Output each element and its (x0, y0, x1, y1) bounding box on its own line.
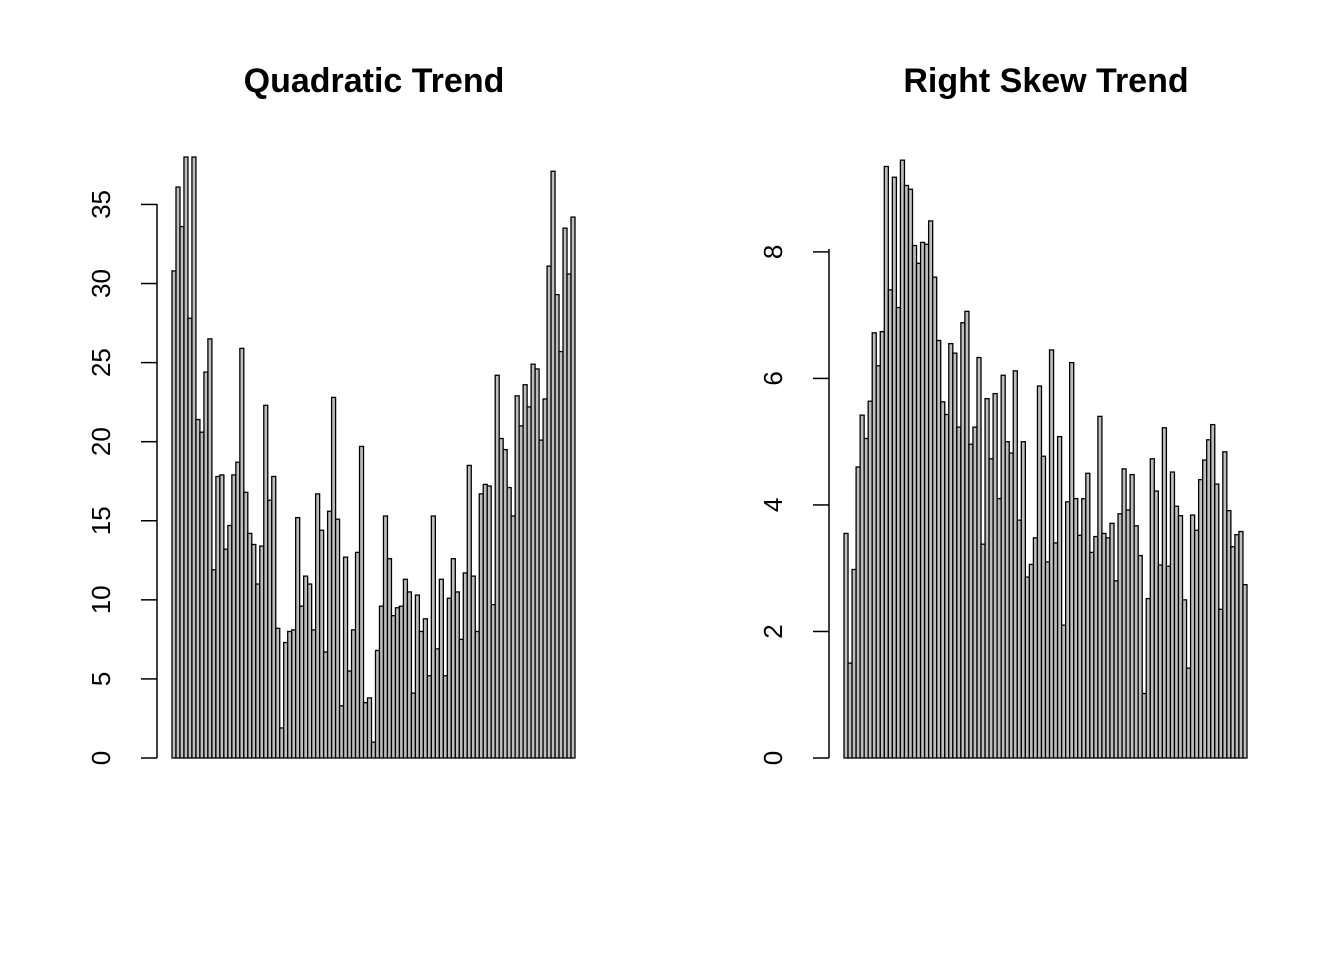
y-tick-label: 30 (86, 269, 116, 298)
y-tick-label: 2 (758, 624, 788, 638)
chart-right-skew-trend: Right Skew Trend 0 2 4 6 8 (758, 62, 1248, 765)
bar (207, 338, 213, 759)
bar (843, 532, 849, 759)
y-tick-label: 25 (86, 348, 116, 377)
bar (334, 518, 341, 759)
y-tick-label: 20 (86, 427, 116, 456)
bar-series (171, 156, 576, 759)
y-tick-label: 0 (758, 751, 788, 765)
y-tick-label: 0 (86, 751, 116, 765)
bar (318, 529, 325, 759)
bar (1056, 435, 1063, 759)
chart-title: Right Skew Trend (903, 62, 1188, 100)
bar-series (843, 159, 1248, 759)
chart-quadratic-trend: Quadratic Trend 0 5 10 15 20 25 30 35 (86, 62, 576, 765)
y-axis-ticks: 0 5 10 15 20 25 30 35 (86, 190, 157, 765)
bar (1137, 554, 1143, 759)
bar (358, 445, 365, 759)
y-tick-label: 35 (86, 190, 116, 219)
bar (271, 475, 277, 759)
chart-title: Quadratic Trend (244, 62, 505, 100)
bar (275, 627, 281, 759)
y-tick-label: 15 (86, 506, 116, 535)
bar (366, 697, 373, 759)
y-tick-label: 5 (86, 672, 116, 686)
bar (1242, 584, 1248, 759)
y-tick-label: 6 (758, 371, 788, 385)
y-tick-label: 10 (86, 585, 116, 614)
bar (406, 591, 413, 759)
bar (430, 515, 436, 759)
bar (342, 556, 349, 759)
bar (438, 578, 444, 759)
y-tick-label: 8 (758, 245, 788, 259)
y-axis-ticks: 0 2 4 6 8 (758, 245, 829, 765)
bar (570, 216, 576, 759)
y-tick-label: 4 (758, 498, 788, 512)
